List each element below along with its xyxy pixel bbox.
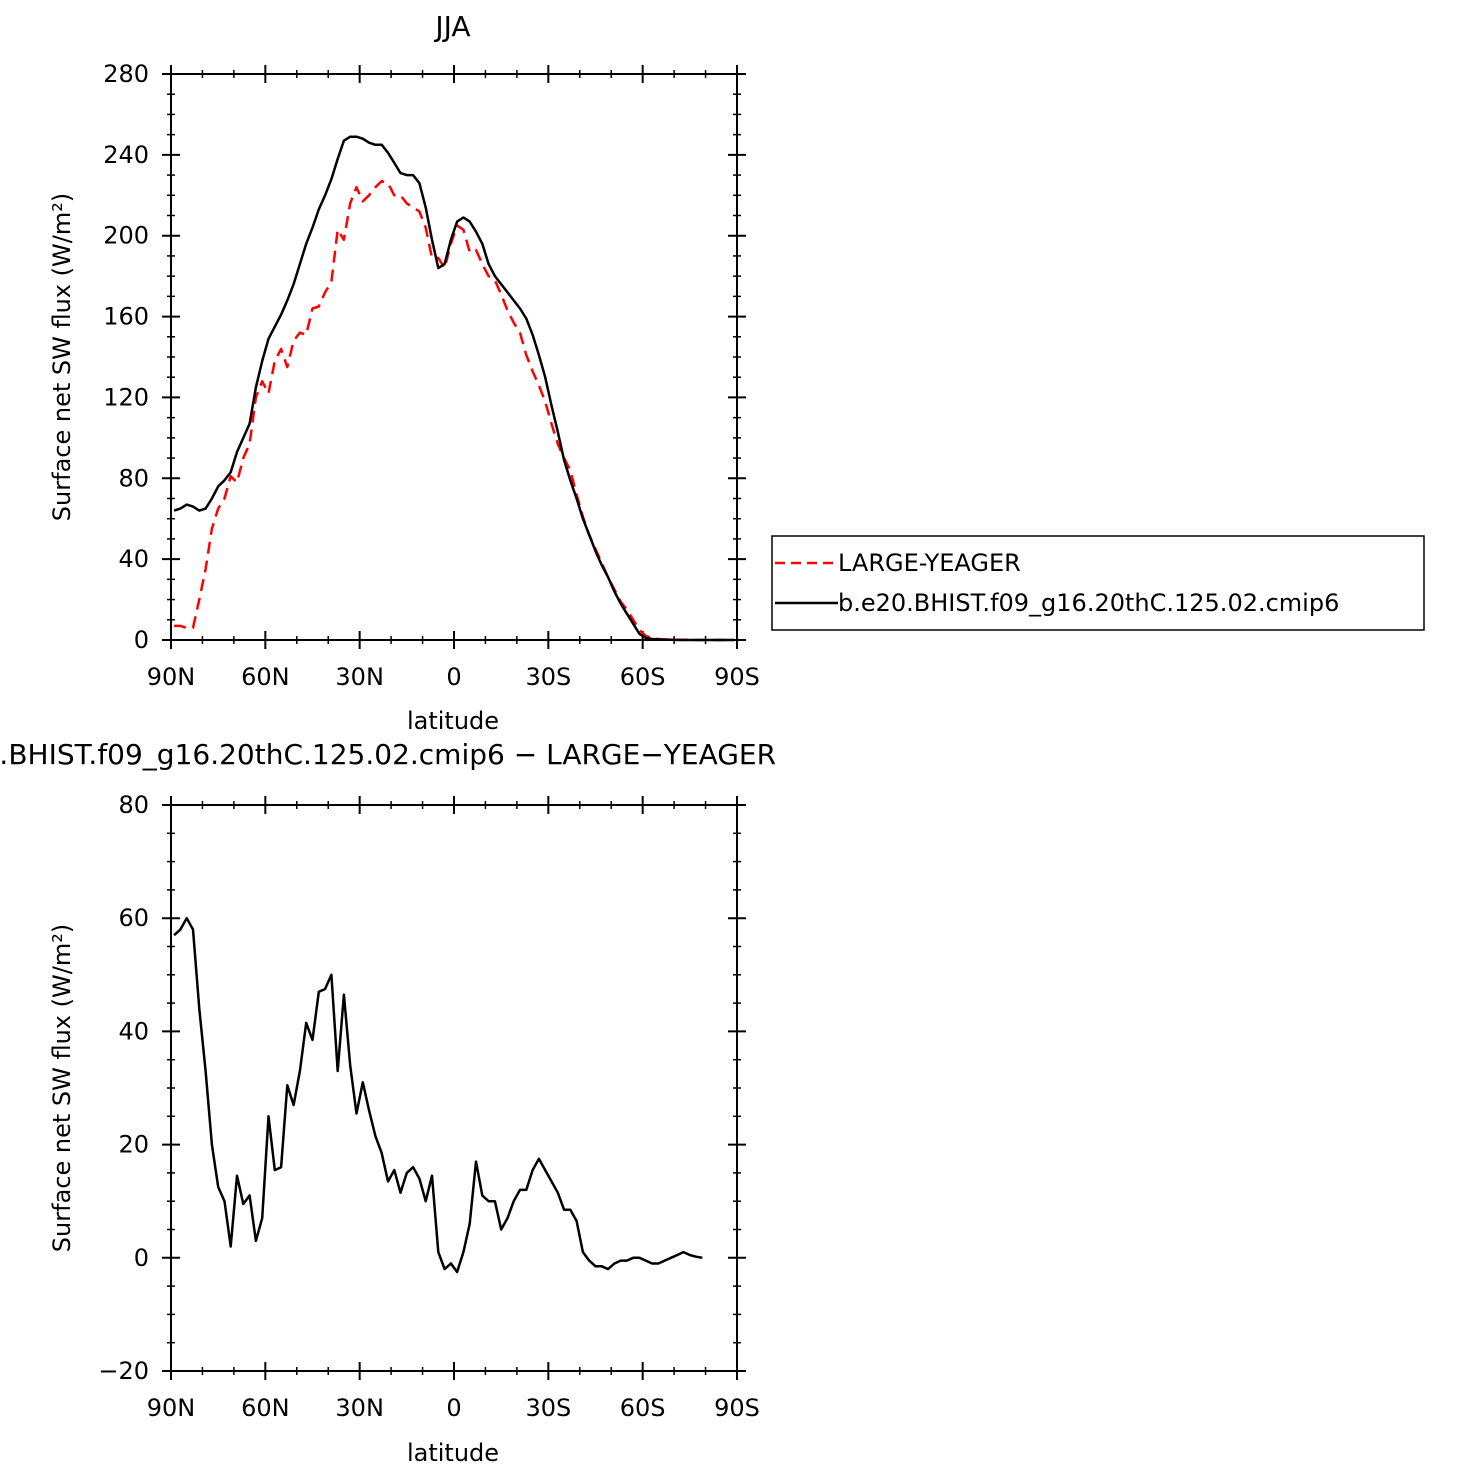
bottom-y-tick-label: −20	[98, 1357, 149, 1385]
bottom-x-tick-label: 90N	[147, 1394, 196, 1422]
top-x-tick-label: 60N	[241, 663, 290, 691]
top-x-axis-title: latitude	[407, 707, 499, 735]
top-y-tick-label: 200	[103, 222, 149, 250]
top-y-axis-title: Surface net SW flux (W/m²)	[48, 193, 76, 521]
bottom-plot-title: b.e20.BHIST.f09_g16.20thC.125.02.cmip6 −…	[0, 738, 776, 771]
top-x-tick-label: 30S	[525, 663, 571, 691]
bottom-x-tick-label: 60N	[241, 1394, 290, 1422]
bottom-y-tick-label: 60	[118, 904, 149, 932]
bottom-axis-ticks: −20 0 20 40 60 80 90N 60N 30N 0 30S 60S 90S	[98, 791, 760, 1422]
top-y-tick-label: 80	[118, 464, 149, 492]
top-axis-ticks: 0 40 80 120 160 200 240 280 90N 60N 30N 0 30S 60S 90S	[103, 60, 760, 691]
top-x-tick-label: 30N	[335, 663, 384, 691]
top-series-line-1	[173, 135, 734, 642]
bottom-y-tick-label: 20	[118, 1131, 149, 1159]
top-y-tick-label: 0	[134, 626, 149, 654]
bottom-series-line-0	[173, 916, 703, 1274]
top-plot-title: JJA	[433, 10, 470, 43]
top-y-tick-label: 40	[118, 545, 149, 573]
bottom-series-lines	[173, 916, 703, 1274]
bottom-y-axis-title: Surface net SW flux (W/m²)	[48, 924, 76, 1252]
bottom-x-tick-label: 60S	[620, 1394, 666, 1422]
bottom-x-tick-label: 30N	[335, 1394, 384, 1422]
top-x-tick-label: 60S	[620, 663, 666, 691]
bottom-y-tick-label: 0	[134, 1244, 149, 1272]
top-series-line-0	[174, 179, 734, 642]
top-plot-frame	[170, 73, 738, 641]
bottom-x-axis-title: latitude	[407, 1439, 499, 1467]
legend: LARGE-YEAGER b.e20.BHIST.f09_g16.20thC.1…	[771, 535, 1425, 631]
bottom-x-tick-label: 90S	[714, 1394, 760, 1422]
bottom-panel: b.e20.BHIST.f09_g16.20thC.125.02.cmip6 −…	[0, 738, 776, 1467]
legend-label-cmip6: b.e20.BHIST.f09_g16.20thC.125.02.cmip6	[838, 589, 1339, 617]
legend-label-large-yeager: LARGE-YEAGER	[838, 549, 1021, 577]
top-x-tick-label: 0	[446, 663, 461, 691]
bottom-y-tick-label: 80	[118, 791, 149, 819]
top-x-tick-label: 90N	[147, 663, 196, 691]
top-y-tick-label: 160	[103, 303, 149, 331]
bottom-y-tick-label: 40	[118, 1017, 149, 1045]
top-x-tick-label: 90S	[714, 663, 760, 691]
top-y-tick-label: 120	[103, 383, 149, 411]
bottom-x-tick-label: 0	[446, 1394, 461, 1422]
top-y-tick-label: 280	[103, 60, 149, 88]
top-panel: JJA Surface net SW flux (W/m²) latitude …	[48, 10, 760, 735]
bottom-x-tick-label: 30S	[525, 1394, 571, 1422]
legend-box	[771, 535, 1425, 631]
bottom-plot-frame	[170, 804, 738, 1372]
top-y-tick-label: 240	[103, 141, 149, 169]
top-series-lines	[173, 135, 734, 642]
